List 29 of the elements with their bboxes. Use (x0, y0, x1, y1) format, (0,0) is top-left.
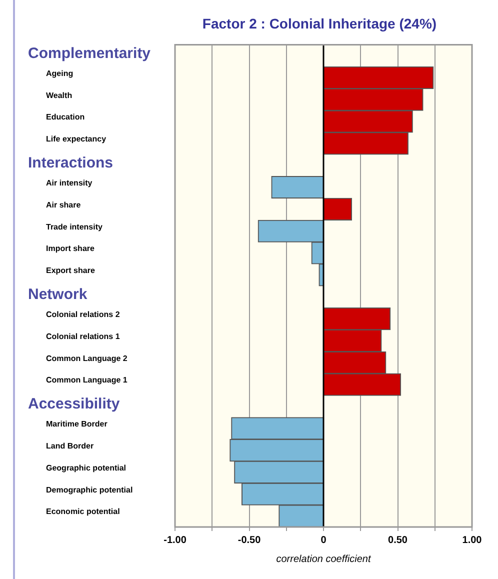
text: Network (28, 286, 88, 303)
y-tick-label: Education (46, 112, 85, 122)
text: Interactions (28, 154, 114, 172)
y-tick-label: Demographic potential (46, 485, 133, 494)
chart-title: Factor 2 : Colonial Inheritage (24%) (202, 15, 437, 32)
y-tick-label: Economic potential (46, 507, 120, 516)
y-tick-label: Life expectancy (46, 134, 107, 144)
y-tick-label: Common Language 1 (46, 376, 128, 385)
x-tick-label: -0.50 (238, 534, 262, 546)
x-tick-label: 0.50 (388, 534, 408, 546)
y-tick-label: Export share (46, 266, 96, 276)
y-tick-label: Colonial relations 2 (46, 310, 120, 319)
y-tick-label: Import share (46, 244, 96, 254)
x-tick-label: 0 (320, 534, 327, 546)
x-tick-label: 1.00 (462, 534, 482, 546)
y-tick-label: Colonial relations 1 (46, 332, 120, 341)
y-tick-label: Geographic potential (46, 463, 126, 472)
y-tick-label: Ageing (46, 68, 74, 78)
y-tick-label: Common Language 2 (46, 354, 128, 363)
x-axis-title: correlation coefficient (276, 554, 372, 565)
y-tick-label: Air share (46, 200, 82, 210)
y-tick-label: Trade intensity (46, 222, 104, 232)
text: Accessibility (28, 396, 120, 413)
text: Complementarity (28, 44, 152, 62)
y-tick-label: Maritime Border (46, 420, 108, 429)
x-tick-label: -1.00 (164, 534, 187, 546)
y-tick-label: Land Border (46, 441, 94, 450)
y-tick-label: Air intensity (46, 178, 93, 188)
y-tick-label: Wealth (46, 90, 72, 100)
